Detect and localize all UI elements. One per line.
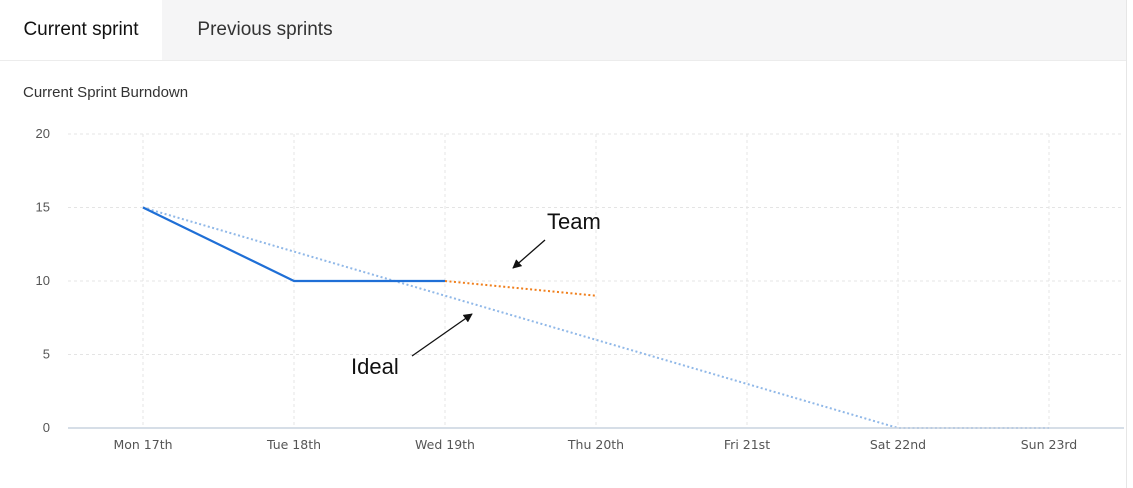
series xyxy=(142,206,1049,429)
y-tick-label: 0 xyxy=(43,420,50,435)
sprint-tabs: Current sprint Previous sprints xyxy=(0,0,1126,61)
x-tick-label: Sat 22nd xyxy=(870,437,926,452)
series-line-team xyxy=(444,280,597,297)
x-tick-label: Sun 23rd xyxy=(1021,437,1078,452)
axes: 0 5 10 15 20 Mon 17th Tue 18th Wed 19th Thu 20th… xyxy=(36,126,1124,452)
x-tick-label: Mon 17th xyxy=(113,437,172,452)
chart-title: Current Sprint Burndown xyxy=(23,84,189,101)
x-tick-label: Fri 21st xyxy=(724,437,770,452)
annotation-label-team: Team xyxy=(547,209,601,234)
annotation-arrow-team xyxy=(512,239,546,269)
x-tick-label: Tue 18th xyxy=(266,437,321,452)
y-tick-label: 15 xyxy=(36,200,50,215)
y-tick-label: 10 xyxy=(36,273,50,288)
series-line-actual xyxy=(142,206,445,283)
grid xyxy=(68,133,1124,428)
tab-current-sprint[interactable]: Current sprint xyxy=(0,0,162,60)
y-tick-label: 20 xyxy=(36,126,50,141)
x-tick-label: Wed 19th xyxy=(415,437,475,452)
annotation-arrow-ideal xyxy=(411,313,473,357)
x-tick-label: Thu 20th xyxy=(567,437,624,452)
y-tick-label: 5 xyxy=(43,347,50,362)
annotation-label-ideal: Ideal xyxy=(351,354,399,379)
annotations: Team Ideal xyxy=(351,209,601,379)
panel-border xyxy=(1126,0,1127,488)
tab-previous-sprints[interactable]: Previous sprints xyxy=(197,19,333,40)
